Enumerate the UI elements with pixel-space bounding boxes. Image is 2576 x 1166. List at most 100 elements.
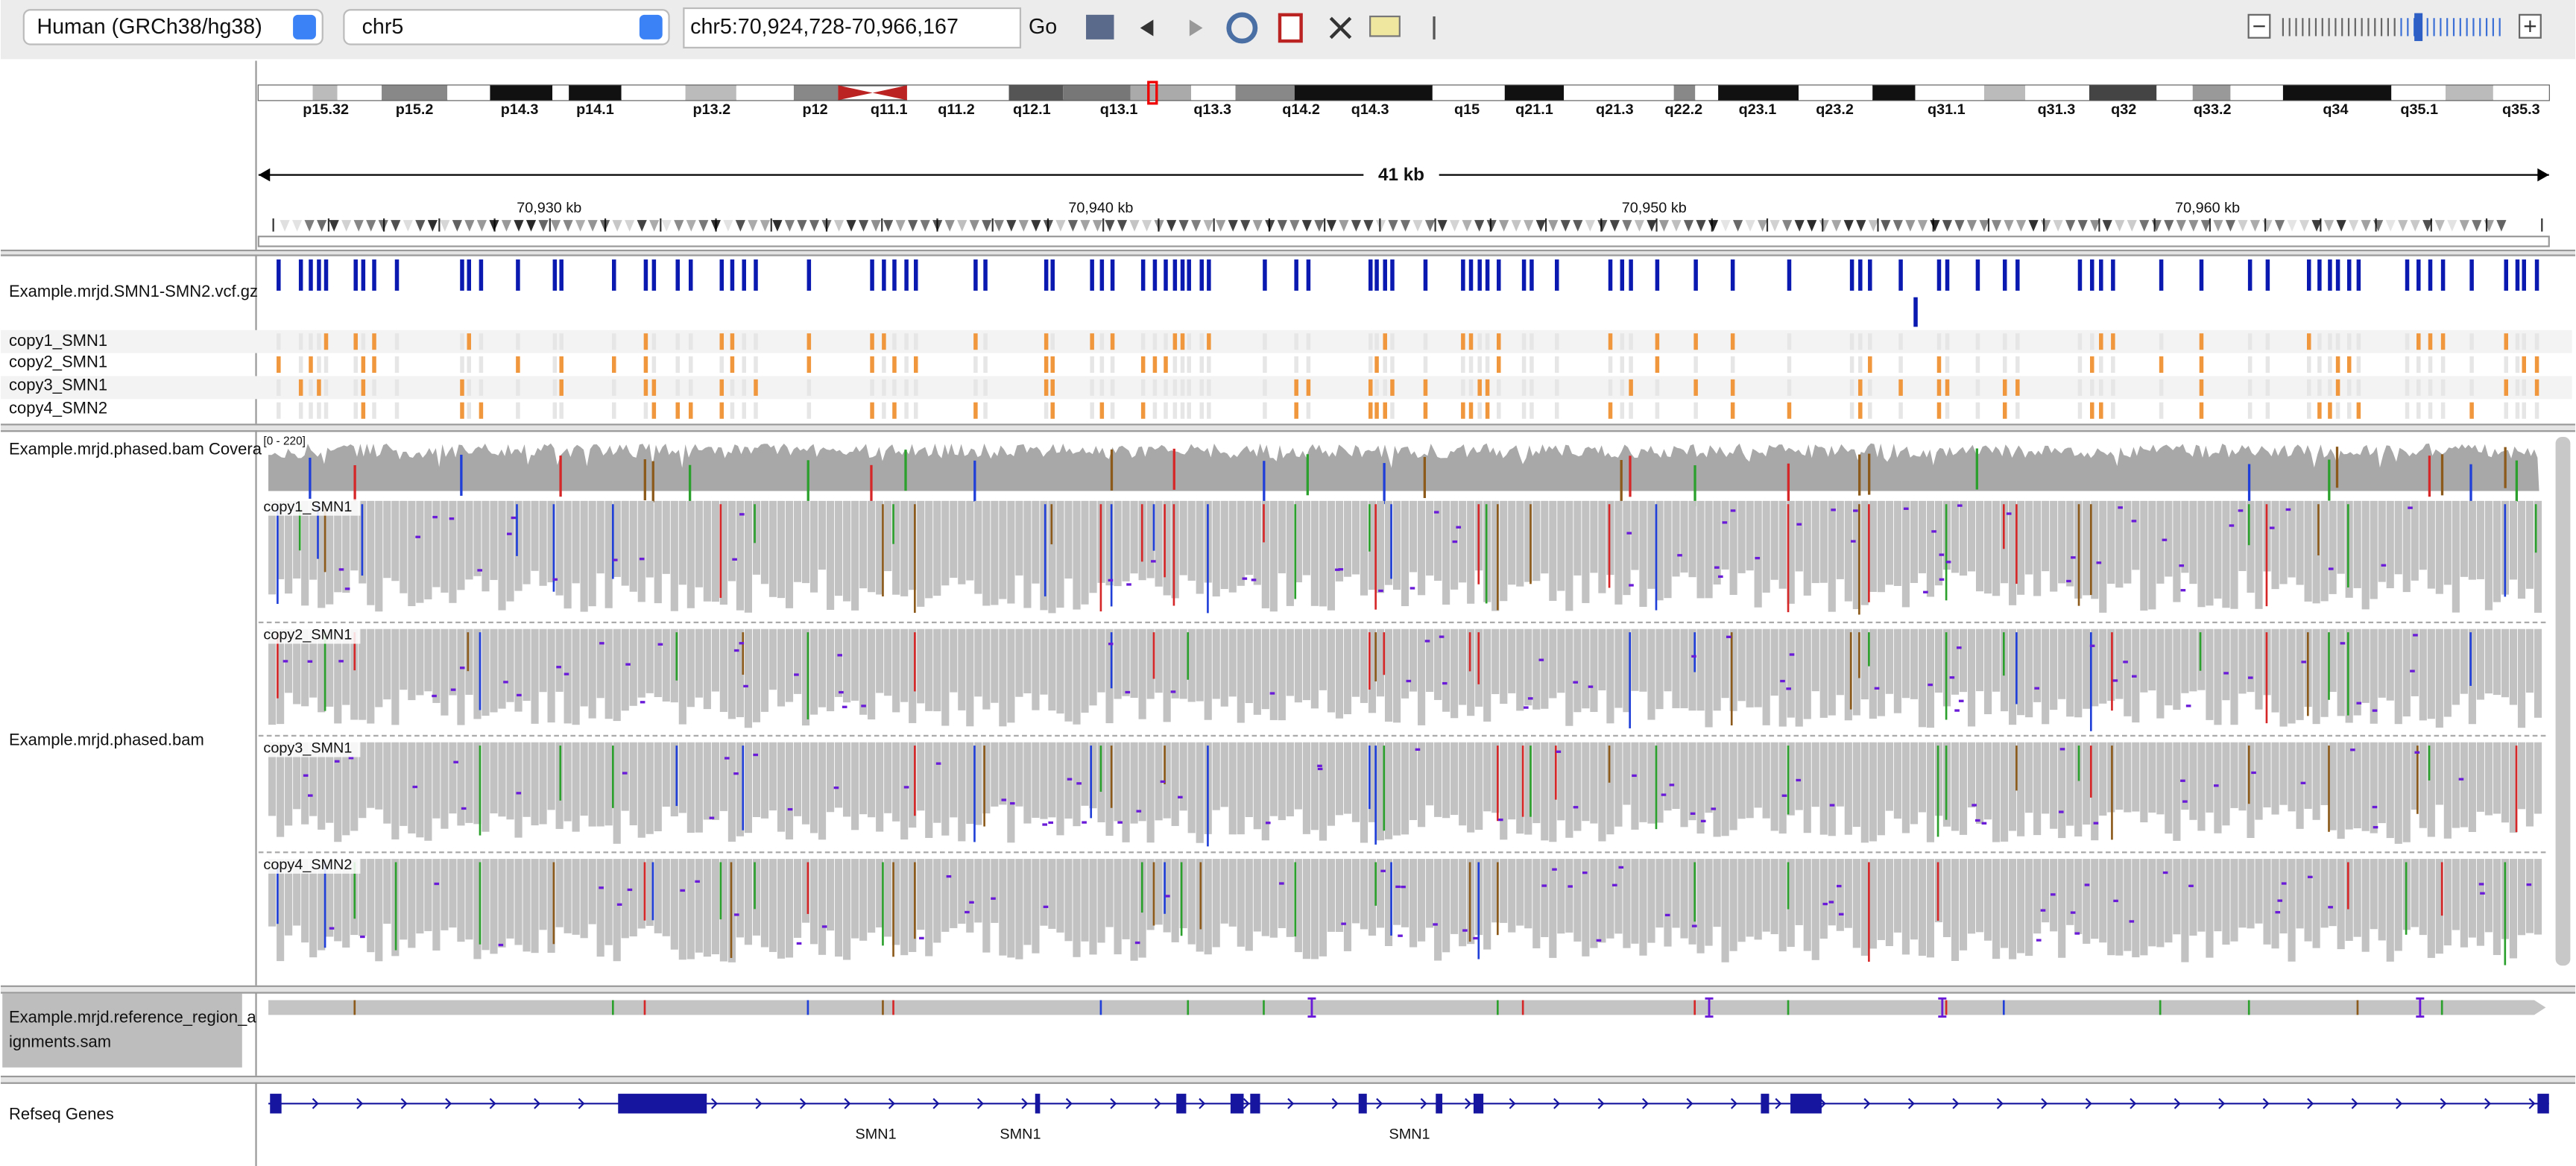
genotype xyxy=(2504,402,2508,419)
band-label: q35.3 xyxy=(2502,101,2540,118)
strand-arrow xyxy=(1065,1097,1073,1109)
genotype xyxy=(688,333,693,350)
read-stack xyxy=(1721,628,1729,699)
reference-insertion xyxy=(1307,997,1316,1018)
strand-arrow xyxy=(1376,1097,1383,1109)
read-stack xyxy=(1959,742,1968,835)
read-stack xyxy=(785,859,794,958)
read-stack xyxy=(760,500,769,584)
read-stack xyxy=(498,500,506,611)
repeat-triangle xyxy=(440,220,450,232)
repeat-triangle xyxy=(1375,220,1386,232)
chromosome-dropdown[interactable] xyxy=(343,9,670,45)
zoom-slider[interactable] xyxy=(2282,13,2501,42)
read-stack xyxy=(1130,859,1138,961)
read-stack xyxy=(1647,628,1655,720)
read-stack xyxy=(326,628,334,707)
insertion xyxy=(2408,506,2413,509)
read-stack xyxy=(2066,500,2074,587)
variant xyxy=(1374,259,1379,291)
read-stack xyxy=(933,500,941,596)
read-stack xyxy=(851,742,859,831)
genotype xyxy=(460,379,464,396)
read-stack xyxy=(449,628,457,696)
genotype xyxy=(353,402,358,419)
repeat-triangle xyxy=(2077,220,2088,232)
read-stack xyxy=(1155,628,1163,693)
repeat-triangle xyxy=(674,220,684,232)
insertion xyxy=(2112,679,2118,682)
insertion xyxy=(1726,635,1731,638)
popup-icon[interactable] xyxy=(1369,15,1401,37)
genotype xyxy=(1164,356,1168,374)
read-stack xyxy=(974,859,982,923)
insertion xyxy=(1677,554,1682,557)
read-stack xyxy=(2017,859,2025,954)
read-mismatch xyxy=(1099,504,1102,612)
read-stack xyxy=(2091,742,2099,841)
insertion xyxy=(1524,706,1529,709)
genotype xyxy=(1936,333,1942,350)
read-stack xyxy=(736,742,744,836)
variant xyxy=(1849,259,1854,291)
fit-icon[interactable] xyxy=(1329,16,1352,40)
repeat-triangle xyxy=(2213,220,2223,232)
read-stack xyxy=(900,500,909,596)
roi-icon[interactable] xyxy=(1278,13,1303,43)
genome-dropdown[interactable] xyxy=(22,9,323,45)
genotype xyxy=(1858,402,1863,419)
read-stack xyxy=(1097,628,1105,693)
read-stack xyxy=(941,500,950,586)
variant xyxy=(1140,259,1146,291)
read-stack xyxy=(1819,742,1828,835)
genotype xyxy=(1485,356,1490,374)
repeat-triangle xyxy=(1043,220,1053,232)
locus-box[interactable] xyxy=(683,7,1022,48)
read-stack xyxy=(662,859,670,936)
reference-mismatch xyxy=(1099,1000,1102,1015)
go-button[interactable]: Go xyxy=(1029,15,1057,39)
forward-icon[interactable] xyxy=(1189,19,1203,37)
variant xyxy=(1383,259,1387,291)
read-mismatch xyxy=(1787,504,1790,613)
genotype xyxy=(719,333,724,350)
read-stack xyxy=(367,628,375,724)
read-stack xyxy=(941,742,950,836)
genotype xyxy=(2356,402,2361,419)
read-stack xyxy=(1064,500,1073,579)
genotype xyxy=(1199,379,1204,396)
back-icon[interactable] xyxy=(1140,19,1154,37)
insertion xyxy=(1664,913,1670,917)
read-stack xyxy=(991,859,999,923)
genotype xyxy=(1187,379,1191,396)
insertion xyxy=(2182,800,2188,803)
read-stack xyxy=(2312,859,2320,948)
read-stack xyxy=(301,859,309,943)
refresh-icon[interactable] xyxy=(1226,12,1258,44)
genotype xyxy=(1530,379,1534,396)
selected-track-bg[interactable] xyxy=(2,993,242,1068)
read-stack xyxy=(1869,859,1877,949)
read-mismatch xyxy=(1152,504,1155,551)
read-stack xyxy=(2378,628,2386,698)
insertion xyxy=(1829,804,1835,807)
read-stack xyxy=(1023,628,1032,694)
genotype xyxy=(2089,356,2094,374)
genotype xyxy=(1294,356,1298,374)
read-stack xyxy=(1302,500,1310,576)
read-stack xyxy=(1459,859,1467,947)
reference-mismatch xyxy=(882,1000,884,1015)
insertion xyxy=(2285,508,2291,511)
read-mismatch xyxy=(277,504,279,605)
insertion xyxy=(794,673,799,676)
genotype xyxy=(973,333,978,350)
variant xyxy=(643,259,648,291)
read-stack xyxy=(2484,500,2493,611)
insertion xyxy=(1134,941,1140,945)
home-icon[interactable] xyxy=(1086,14,1114,40)
repeat-triangle xyxy=(2287,220,2297,232)
insertion xyxy=(2093,822,2099,825)
read-stack xyxy=(334,859,342,942)
read-stack xyxy=(2476,742,2484,812)
insertion xyxy=(1923,590,1928,593)
